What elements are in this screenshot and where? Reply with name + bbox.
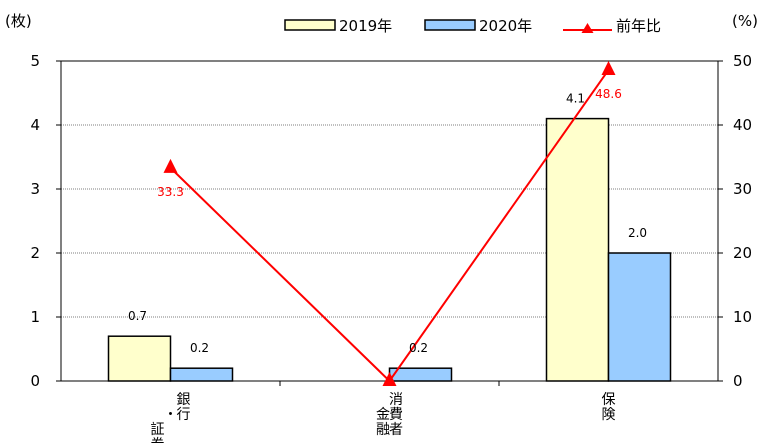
right-tick-label: 0 bbox=[733, 372, 743, 390]
left-tick-label: 2 bbox=[30, 244, 40, 262]
right-tick-label: 20 bbox=[733, 244, 752, 262]
category-label-char: 証 bbox=[151, 422, 165, 438]
bar bbox=[169, 367, 234, 382]
right-tick-label: 40 bbox=[733, 116, 752, 134]
legend-label-ratio: 前年比 bbox=[616, 17, 661, 35]
ratio-marker bbox=[382, 372, 397, 386]
legend-label-2020: 2020年 bbox=[479, 17, 532, 35]
ratio-value-label: 48.6 bbox=[595, 87, 622, 101]
gridlines bbox=[61, 124, 718, 318]
legend-swatch-2020 bbox=[424, 19, 476, 31]
bar bbox=[107, 335, 172, 382]
ratio-marker bbox=[601, 60, 616, 75]
left-tick-label: 3 bbox=[30, 180, 40, 198]
left-tick-label: 5 bbox=[30, 52, 40, 70]
category-label-char: 金 bbox=[376, 407, 390, 423]
bar bbox=[545, 117, 610, 382]
bar bbox=[607, 252, 672, 382]
category-label-char: ・ bbox=[164, 407, 178, 423]
category-label-char: 銀 bbox=[177, 392, 191, 408]
right-tick-label: 10 bbox=[733, 308, 752, 326]
right-axis-unit: (%) bbox=[732, 12, 758, 30]
category-label-char: 消 bbox=[389, 392, 403, 408]
ratio-polyline bbox=[169, 69, 610, 383]
bar bbox=[388, 367, 453, 382]
right-axis-ticks: 0 10 20 30 40 50 bbox=[733, 52, 752, 390]
left-tick-label: 4 bbox=[30, 116, 40, 134]
category-label-char: 行 bbox=[177, 407, 191, 423]
bar-value-label: 2.0 bbox=[628, 226, 647, 240]
legend-label-2019: 2019年 bbox=[339, 17, 392, 35]
bar-value-label: 4.1 bbox=[566, 92, 585, 106]
bar-value-label: 0.2 bbox=[190, 341, 209, 355]
left-axis-unit: (枚) bbox=[5, 12, 32, 30]
category-label-char: 融 bbox=[376, 422, 390, 438]
ratio-marker bbox=[163, 158, 178, 173]
left-tick-label: 0 bbox=[30, 372, 40, 390]
legend: 2019年 2020年 前年比 bbox=[284, 17, 661, 35]
right-tick-label: 30 bbox=[733, 180, 752, 198]
category-label-char: 保 bbox=[602, 392, 616, 408]
left-axis-ticks: 0 1 2 3 4 5 bbox=[30, 52, 40, 390]
right-tick-label: 50 bbox=[733, 52, 752, 70]
category-label-char: 費 bbox=[389, 407, 403, 423]
legend-marker-ratio bbox=[581, 23, 594, 33]
category-label-char: 者 bbox=[389, 422, 403, 438]
bar-value-label: 0.7 bbox=[128, 309, 147, 323]
data-labels: 0.7 0.2 0.2 4.1 2.0 33.3 48.6 bbox=[128, 87, 647, 355]
category-label-char: 券 bbox=[151, 437, 165, 443]
category-label-char: 険 bbox=[602, 407, 616, 423]
ratio-value-label: 33.3 bbox=[157, 185, 184, 199]
left-tick-label: 1 bbox=[30, 308, 40, 326]
legend-swatch-2019 bbox=[284, 19, 336, 31]
ratio-line bbox=[163, 60, 616, 386]
bar-value-label: 0.2 bbox=[409, 341, 428, 355]
